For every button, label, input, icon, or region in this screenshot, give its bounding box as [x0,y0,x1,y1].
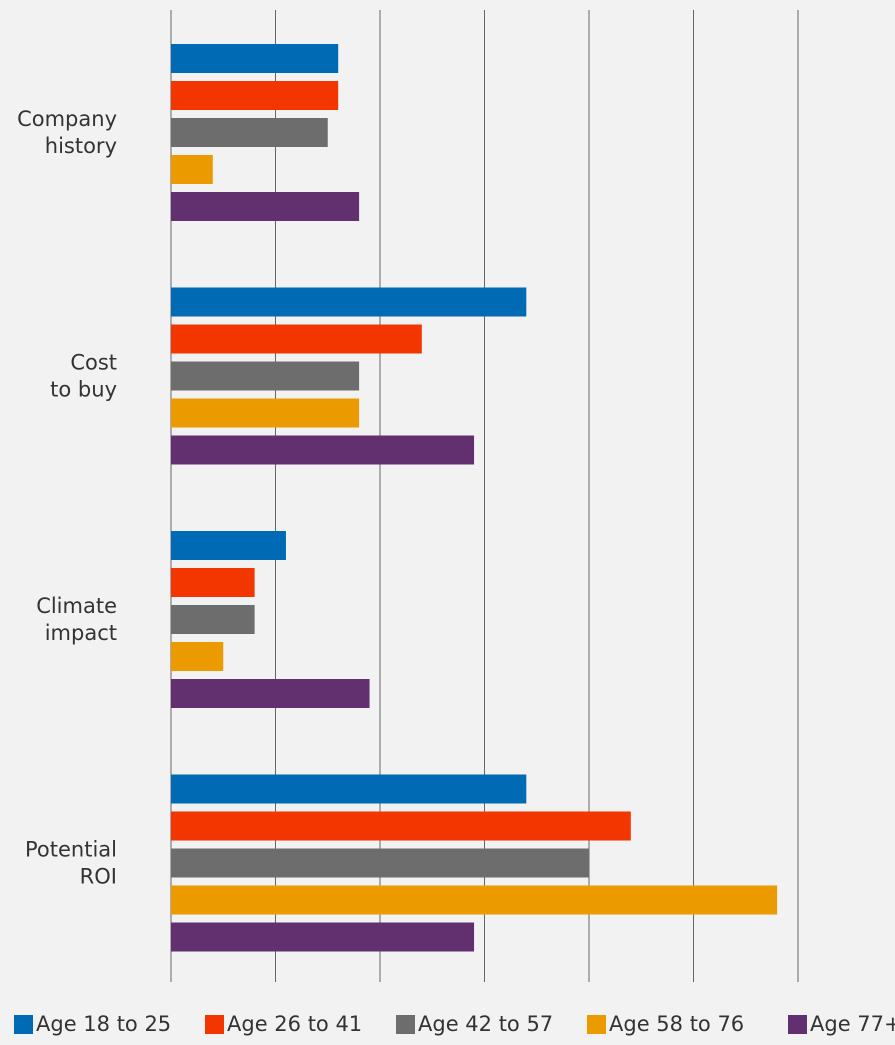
bar [171,361,360,391]
legend-swatch [205,1015,224,1034]
legend-item: Age 18 to 25 [14,1012,171,1036]
bar [171,287,527,317]
legend-swatch [587,1015,606,1034]
category-labels: Company history Cost to buy Climate impact Pot… [17,107,117,889]
legend-item: Age 58 to 76 [587,1012,744,1036]
bar [171,44,339,73]
bar [171,81,339,110]
legend-swatch [14,1015,33,1034]
bar [171,774,527,804]
legend-label: Age 26 to 41 [227,1012,362,1036]
category-label: Cost to buy [50,351,117,402]
legend-label: Age 58 to 76 [609,1012,744,1036]
legend-label: Age 77+ [810,1012,895,1036]
bar [171,324,422,354]
bar [171,155,213,184]
bar [171,435,475,465]
bar [171,568,255,597]
legend: Age 18 to 25 Age 26 to 41 Age 42 to 57 Age … [14,1012,895,1036]
bar [171,531,286,560]
category-label: Potential ROI [25,838,117,889]
bar [171,642,224,671]
bar [171,118,328,147]
bar [171,398,360,428]
legend-swatch [788,1015,807,1034]
legend-item: Age 26 to 41 [205,1012,362,1036]
bar [171,679,370,708]
legend-item: Age 77+ [788,1012,895,1036]
bar [171,192,360,221]
bar [171,922,475,952]
legend-label: Age 42 to 57 [418,1012,553,1036]
bars [171,44,778,952]
bar [171,605,255,634]
legend-label: Age 18 to 25 [36,1012,171,1036]
bar [171,848,589,878]
legend-item: Age 42 to 57 [396,1012,553,1036]
category-label: Climate impact [36,594,117,645]
gridlines [170,10,799,982]
bar [171,811,631,841]
category-label: Company history [17,107,117,158]
bar [171,885,778,915]
legend-swatch [396,1015,415,1034]
